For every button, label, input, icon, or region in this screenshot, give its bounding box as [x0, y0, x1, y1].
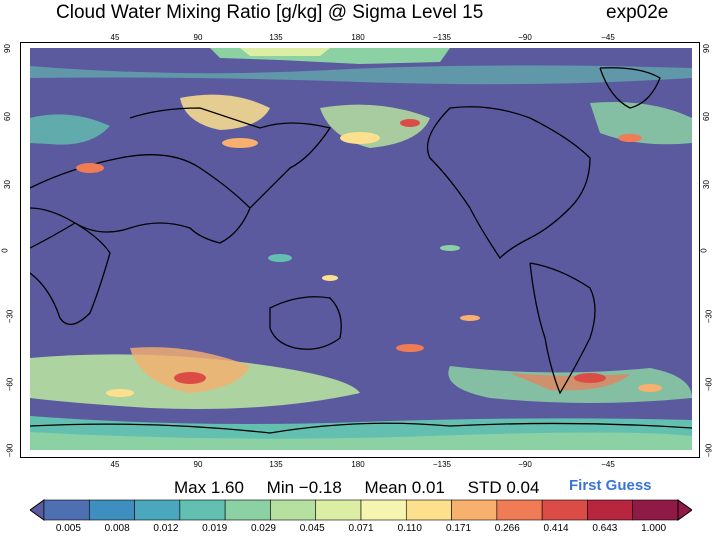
antarctic-cloud-band-light: [30, 432, 692, 450]
colorbar-tick-label: 0.266: [494, 523, 520, 534]
lon-tick-bottom: 180: [351, 460, 365, 469]
colorbar-segment: [632, 499, 679, 521]
colorbar-tick-label: 1.000: [641, 523, 667, 534]
coast-south-america: [529, 262, 596, 395]
colorbar-segment: [315, 499, 362, 521]
colorbar-tick-label: 0.414: [543, 523, 569, 534]
northern-storm-track-asia: [180, 94, 270, 130]
lon-tick-top: 90: [193, 33, 203, 42]
colorbar-segment: [496, 499, 543, 521]
lat-tick-left: 60: [2, 112, 12, 121]
cloud-blob: [76, 163, 104, 173]
cloud-blob: [396, 344, 424, 352]
coast-eurasia: [30, 154, 251, 244]
colorbar-segment: [224, 499, 271, 521]
colorbar-tick-label: 0.171: [446, 523, 472, 534]
first-guess-label: First Guess: [569, 477, 652, 494]
map-panel: [30, 48, 692, 450]
lat-tick-right: 30: [701, 180, 711, 189]
lon-tick-top: −45: [601, 33, 615, 42]
colorbar-tick-label: 0.643: [592, 523, 618, 534]
stat-max: Max 1.60: [174, 478, 244, 497]
lat-tick-right: 60: [701, 112, 711, 121]
stat-min: Min −0.18: [266, 478, 342, 497]
northern-storm-track-atlantic: [590, 102, 692, 145]
lon-tick-bottom: −135: [432, 460, 452, 469]
stat-mean: Mean 0.01: [364, 478, 445, 497]
scattered-clouds: [76, 119, 662, 397]
lat-tick-right: 90: [701, 44, 711, 53]
stat-std: STD 0.04: [467, 478, 540, 497]
coast-africa: [30, 222, 111, 325]
colorbar-tick-label: 0.019: [202, 523, 228, 534]
lat-tick-left: 0: [0, 248, 10, 253]
colorbar-segment: [405, 499, 452, 521]
colorbar-tick-label: 0.071: [348, 523, 374, 534]
colorbar-segment: [134, 499, 181, 521]
coast-north-america: [426, 106, 591, 260]
northern-storm-track-west: [30, 114, 110, 145]
lat-tick-left: −60: [5, 377, 15, 392]
lat-tick-left: −30: [5, 309, 15, 324]
cloud-blob: [400, 119, 420, 127]
high-lat-band-north: [30, 65, 692, 85]
stats-line: Max 1.60 Min −0.18 Mean 0.01 STD 0.04: [174, 478, 557, 498]
cloud-blob: [322, 275, 338, 281]
lat-tick-right: −90: [704, 443, 714, 458]
cloud-blob: [340, 132, 380, 144]
lat-tick-right: 0: [699, 248, 709, 253]
colorbar-segment: [270, 499, 317, 521]
colorbar-segment: [360, 499, 407, 521]
colorbar-tick-label: 0.005: [55, 523, 81, 534]
colorbar-segment: [43, 499, 90, 521]
colorbar-tick-label: 0.110: [397, 523, 422, 534]
lat-tick-left: 90: [2, 44, 12, 53]
cloud-blob: [106, 389, 134, 397]
lon-tick-top: 45: [110, 33, 120, 42]
lon-tick-top: 180: [351, 33, 365, 42]
lon-tick-top: −90: [518, 33, 532, 42]
colorbar-segment: [88, 499, 135, 521]
coastlines: [30, 67, 692, 434]
lon-tick-bottom: −45: [601, 460, 615, 469]
southern-storm-track-core: [130, 347, 250, 393]
colorbar-segment: [451, 499, 498, 521]
colorbar: [30, 499, 692, 521]
cloud-blob: [460, 315, 480, 321]
arctic-cloud-band-light: [240, 48, 330, 56]
colorbar-tick-label: 0.029: [250, 523, 276, 534]
colorbar-under-arrow: [30, 499, 45, 521]
colorbar-segment: [179, 499, 226, 521]
cloud-blob: [268, 254, 292, 262]
cloud-blob: [618, 134, 642, 142]
colorbar-segment: [541, 499, 588, 521]
colorbar-segment: [587, 499, 634, 521]
lon-tick-top: 135: [269, 33, 283, 42]
coast-australia: [269, 296, 342, 350]
lat-tick-right: −30: [704, 309, 714, 324]
lat-tick-right: −60: [704, 377, 714, 392]
experiment-label: exp02e: [606, 2, 669, 23]
lon-tick-bottom: 90: [193, 460, 203, 469]
lon-tick-top: −135: [432, 33, 452, 42]
colorbar-tick-label: 0.008: [104, 523, 130, 534]
cloud-blob: [440, 245, 460, 251]
coast-greenland: [599, 67, 661, 109]
cloud-blob: [638, 384, 662, 392]
colorbar-tick-label: 0.045: [299, 523, 325, 534]
lon-tick-bottom: 45: [110, 460, 120, 469]
lat-tick-left: 30: [2, 180, 12, 189]
lon-tick-bottom: 135: [269, 460, 283, 469]
coast-east-asia: [129, 107, 332, 209]
cloud-blob: [174, 372, 206, 384]
colorbar-over-arrow: [677, 499, 692, 521]
colorbar-tick-label: 0.012: [153, 523, 179, 534]
cloud-blob: [222, 138, 258, 148]
plot-title: Cloud Water Mixing Ratio [g/kg] @ Sigma …: [56, 2, 484, 23]
coast-antarctica: [30, 422, 692, 434]
lat-tick-left: −90: [5, 443, 15, 458]
cloud-blob: [574, 373, 606, 383]
lon-tick-bottom: −90: [518, 460, 532, 469]
